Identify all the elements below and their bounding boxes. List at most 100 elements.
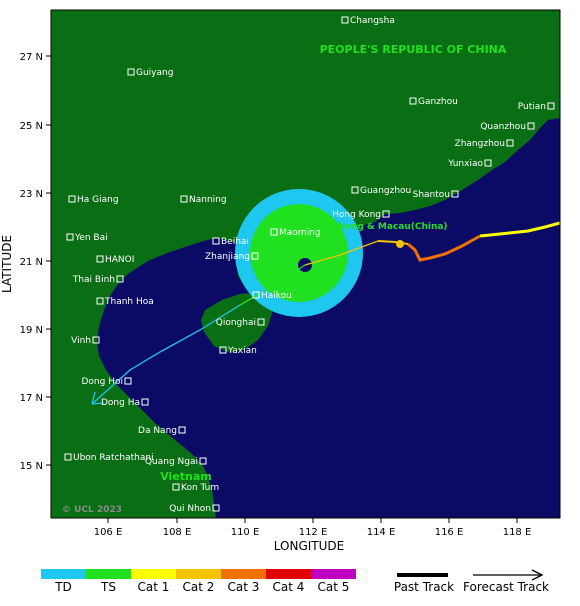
legend-swatch [41,569,86,579]
city-label: Guangzhou [360,186,411,196]
x-tick-label: 106 E [94,527,123,538]
city-label: Dong Ha [101,398,140,408]
city-label: Ha Giang [77,195,119,205]
x-tick-label: 116 E [435,527,464,538]
city-label: Yen Bai [74,233,108,243]
city-label: Nanning [189,195,227,205]
legend-label: TD [54,580,72,594]
city-label: Thanh Hoa [104,297,154,307]
region-label: Hongkong & Macau(China) [312,222,447,232]
city-marker [212,237,220,245]
city-label: Dong Hoi [82,377,124,387]
city-marker [199,457,207,465]
city-label: Yaxian [227,346,257,356]
legend-swatch [311,569,356,579]
hainan-island [201,293,273,352]
x-tick-label: 118 E [503,527,532,538]
city-marker [172,483,180,491]
legend-swatch [221,569,266,579]
x-tick-label: 108 E [163,527,192,538]
forecast-arrowhead [91,391,105,405]
legend-label: TS [100,580,116,594]
y-tick-label: 15 N [20,461,43,472]
city-marker [506,139,514,147]
city-marker [96,297,104,305]
city-marker [219,346,227,354]
city-marker [141,398,149,406]
city-label: Da Nang [138,426,177,436]
city-marker [66,233,74,241]
city-label: Vinh [71,336,91,346]
legend-label: Cat 4 [273,580,305,594]
city-label: Thai Binh [72,275,115,285]
city-marker [127,68,135,76]
y-tick-label: 27 N [20,52,43,63]
city-marker [270,228,278,236]
city-marker [96,255,104,263]
city-label: Haikou [261,291,292,301]
map-border [50,9,561,519]
city-marker [68,195,76,203]
y-tick-label: 19 N [20,325,43,336]
past-track-cat3 [407,234,481,262]
city-marker [547,102,555,110]
city-label: Yunxiao [447,159,483,169]
x-axis-title: LONGITUDE [274,539,344,553]
city-label: Ubon Ratchathani [73,453,154,463]
city-label: Quanzhou [480,122,526,132]
city-label: Kon Tum [181,483,219,493]
city-marker [116,275,124,283]
copyright-label: © UCL 2023 [62,505,122,515]
city-label: Beihai [221,237,249,247]
city-label: Ganzhou [418,97,458,107]
y-axis-title: LATITUDE [0,235,14,293]
city-marker [124,377,132,385]
y-tick-label: 23 N [20,189,43,200]
city-label: Shantou [413,190,450,200]
forecast-track-ts [239,264,306,306]
x-tick-label: 110 E [231,527,260,538]
city-label: Changsha [350,16,395,26]
forecast-track-cat1 [304,240,379,266]
city-marker [251,252,259,260]
city-marker [92,336,100,344]
city-label: Maoming [279,228,320,238]
city-marker [527,122,535,130]
city-label: Quang Ngai [145,457,198,467]
city-marker [451,190,459,198]
y-tick-label: 17 N [20,393,43,404]
past-track-legend-label: Past Track [394,580,454,594]
forecast-track-legend-label: Forecast Track [463,580,549,594]
city-marker [252,291,260,299]
legend-swatch [131,569,176,579]
city-marker [64,453,72,461]
land-mass [51,10,560,518]
y-tick-label: 21 N [20,257,43,268]
x-tick-label: 112 E [299,527,328,538]
y-tick-label: 25 N [20,121,43,132]
map-area: Changsha Guiyang Ganzhou Putian Quanzhou Zhan… [51,10,560,518]
city-label: Qionghai [216,318,256,328]
city-marker [351,186,359,194]
city-marker [180,195,188,203]
legend-label: Cat 3 [228,580,260,594]
city-label: Zhanjiang [205,252,250,262]
city-label: HANOI [105,255,134,265]
city-marker [484,159,492,167]
legend-swatch [176,569,221,579]
past-track-point [396,240,404,248]
city-markers: Changsha Guiyang Ganzhou Putian Quanzhou Zhan… [64,16,555,514]
legend-label: Cat 2 [183,580,215,594]
legend-swatch [86,569,131,579]
legend-swatch [266,569,311,579]
city-marker [178,426,186,434]
country-label: PEOPLE'S REPUBLIC OF CHINA [320,43,507,56]
x-tick-label: 114 E [367,527,396,538]
legend: TD TS Cat 1 Cat 2 Cat 3 Cat 4 Cat 5 [41,569,356,594]
city-label: Guiyang [136,68,173,78]
city-label: Qui Nhon [169,504,211,514]
city-marker [341,16,349,24]
city-label: Hong Kong [332,210,381,220]
